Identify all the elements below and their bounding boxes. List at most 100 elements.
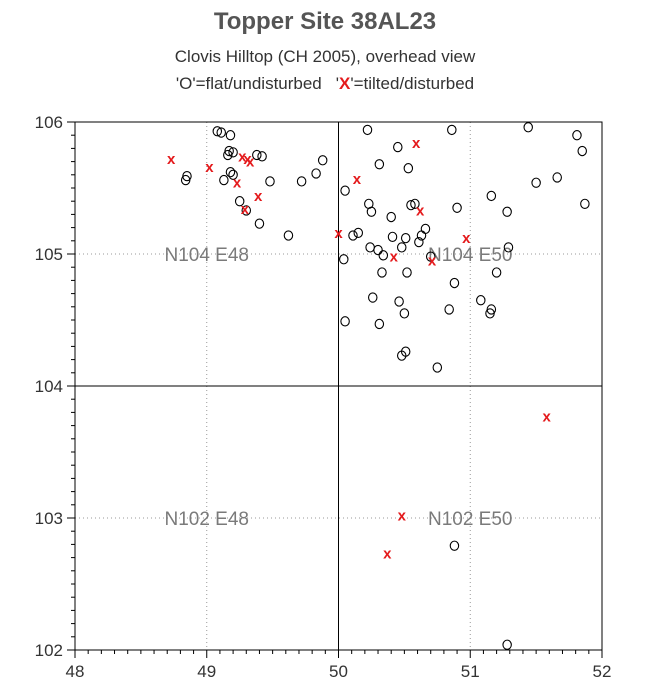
flat-undisturbed-point (432, 362, 443, 373)
flat-undisturbed-point (374, 318, 385, 330)
tilted-disturbed-point: x (428, 253, 437, 270)
tilted-disturbed-point: x (238, 148, 247, 165)
flat-undisturbed-point (386, 211, 396, 223)
quadrant-labels: N104 E48 N104 E50 N102 E48 N102 E50 (164, 245, 512, 530)
flat-undisturbed-point (394, 296, 404, 307)
flat-undisturbed-point (396, 242, 407, 253)
flat-undisturbed-point (374, 159, 385, 170)
legend-x-text: '=tilted/disturbed (350, 74, 475, 93)
flat-undisturbed-point (393, 141, 403, 153)
flat-undisturbed-point (373, 244, 383, 256)
flat-undisturbed-point (476, 295, 486, 306)
tilted-disturbed-point: x (353, 171, 362, 188)
flat-undisturbed-point (317, 155, 328, 166)
flat-undisturbed-point (523, 122, 533, 133)
flat-undisturbed-point (406, 200, 416, 211)
flat-undisturbed-point (353, 227, 364, 239)
y-tick-label: 103 (35, 509, 63, 528)
x-tick-label: 50 (329, 662, 348, 681)
flat-undisturbed-point (283, 230, 294, 241)
flat-undisturbed-point (340, 185, 350, 196)
y-tick-label: 105 (35, 245, 63, 264)
tilted-disturbed-point: x (233, 175, 242, 192)
quadrant-label: N102 E48 (164, 509, 249, 530)
flat-undisturbed-point (234, 196, 245, 207)
legend-x-marker: X (339, 74, 351, 93)
flat-undisturbed-point (402, 267, 412, 278)
flat-undisturbed-point (449, 540, 460, 551)
flat-undisturbed-point (491, 267, 502, 278)
flat-undisturbed-point (502, 639, 512, 650)
flat-undisturbed-point (365, 242, 375, 253)
flat-undisturbed-point (223, 149, 233, 161)
tilted-disturbed-point: x (241, 201, 250, 218)
flat-undisturbed-point (577, 145, 587, 157)
tilted-disturbed-point: x (416, 202, 425, 219)
legend-x-quote: ' (335, 74, 340, 93)
flat-undisturbed-point (340, 316, 350, 327)
flat-undisturbed-point (348, 230, 358, 241)
tilted-disturbed-point: x (462, 230, 471, 247)
flat-undisturbed-point (296, 176, 307, 187)
flat-undisturbed-point (416, 230, 427, 241)
flat-undisturbed-point (228, 147, 238, 158)
chart-title: Topper Site 38AL23 (213, 8, 437, 35)
x-tick-label: 48 (66, 662, 85, 681)
flat-undisturbed-point (378, 250, 389, 261)
flat-undisturbed-point (420, 223, 431, 235)
y-tick-label: 106 (35, 113, 63, 132)
tilted-disturbed-point: x (246, 154, 255, 171)
x-tick-label: 52 (593, 662, 612, 681)
flat-undisturbed-point (452, 202, 462, 213)
flat-undisturbed-point (502, 206, 512, 217)
x-tick-label: 51 (461, 662, 480, 681)
quadrant-label: N102 E50 (428, 509, 513, 530)
flat-undisturbed-point (257, 151, 267, 162)
flat-undisturbed-point (572, 130, 582, 141)
y-tick-label: 102 (35, 641, 63, 660)
flat-undisturbed-point (580, 198, 590, 209)
quadrant-label: N104 E50 (428, 245, 513, 266)
flat-undisturbed-point (400, 233, 411, 244)
flat-undisturbed-point (410, 198, 420, 209)
flat-undisturbed-point (444, 304, 454, 315)
flat-undisturbed-point (254, 218, 265, 229)
tilted-disturbed-point: x (205, 159, 214, 176)
flat-undisturbed-point (403, 163, 414, 174)
flat-undisturbed-point (531, 177, 541, 188)
tilted-disturbed-point: x (542, 408, 551, 425)
flat-undisturbed-point (396, 350, 407, 361)
quadrant-divider-lines (75, 122, 602, 650)
flat-undisturbed-point (216, 127, 226, 138)
flat-undisturbed-point (377, 267, 387, 278)
flat-undisturbed-point (311, 168, 321, 179)
axis-ticks (67, 121, 603, 658)
legend-o-marker: 'O' (175, 74, 196, 93)
flat-undisturbed-point (212, 126, 223, 137)
quadrant-label: N104 E48 (164, 245, 249, 266)
flat-undisturbed-point (362, 124, 373, 136)
flat-undisturbed-point (485, 308, 495, 319)
flat-undisturbed-point (503, 242, 514, 253)
tilted-disturbed-point: x (254, 188, 263, 205)
axis-tick-labels: 48 49 50 51 52 102 103 104 105 106 (35, 113, 612, 681)
flat-undisturbed-point (339, 254, 349, 265)
flat-undisturbed-point (228, 169, 238, 180)
tilted-disturbed-point: x (390, 249, 399, 266)
x-tick-label: 49 (197, 662, 216, 681)
flat-undisturbed-point (399, 308, 410, 319)
flat-undisturbed-point (225, 167, 236, 178)
flat-undisturbed-point (486, 190, 497, 202)
tilted-disturbed-point: x (334, 225, 343, 242)
legend-o-text: =flat/undisturbed (195, 74, 322, 93)
flat-undisturbed-point (414, 236, 424, 248)
legend: 'O'=flat/undisturbed 'X'=tilted/disturbed (0, 74, 650, 94)
flat-undisturbed-point (265, 176, 275, 187)
flat-undisturbed-point (219, 174, 229, 186)
flat-undisturbed-point (366, 206, 377, 217)
flat-undisturbed-point (368, 292, 378, 303)
flat-undisturbed-point (180, 174, 191, 186)
tilted-disturbed-point: x (383, 546, 392, 563)
